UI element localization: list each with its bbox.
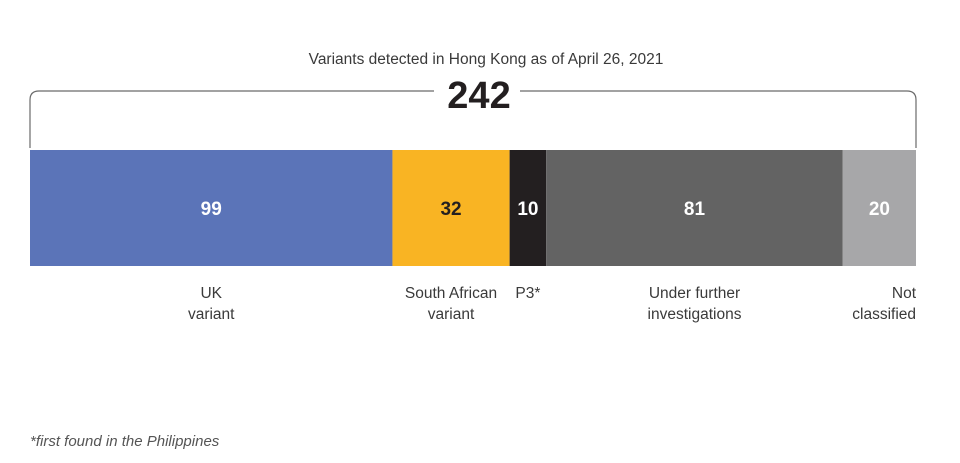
footnote: *first found in the Philippines <box>30 433 220 450</box>
category-label-uk-variant: UK variant <box>188 285 235 323</box>
bar-south-african-variant <box>392 150 510 266</box>
category-label-under-further-investigations: Under further investigations <box>648 285 742 323</box>
bar-p3 <box>509 150 547 266</box>
chart-title: Variants detected in Hong Kong as of Apr… <box>309 51 664 68</box>
value-label-uk-variant: 99 <box>201 199 222 220</box>
category-label-south-african-variant: South African variant <box>405 285 497 323</box>
category-label-p3: P3* <box>515 285 540 302</box>
category-label-not-classified: Not classified <box>852 285 916 323</box>
total-value: 242 <box>447 75 510 117</box>
category-labels: UK variant South African variant P3* Under fu… <box>188 285 917 323</box>
bar-not-classified <box>842 150 916 266</box>
value-label-under-further-investigations: 81 <box>684 199 706 220</box>
bar-segments <box>30 150 916 266</box>
value-label-p3: 10 <box>517 199 538 220</box>
bar-uk-variant <box>30 150 393 266</box>
value-label-not-classified: 20 <box>869 199 890 220</box>
total-bracket <box>29 90 917 148</box>
bar-value-labels: 99 32 10 81 20 <box>201 199 890 220</box>
bar-under-further-investigations <box>546 150 843 266</box>
value-label-south-african-variant: 32 <box>440 199 461 220</box>
